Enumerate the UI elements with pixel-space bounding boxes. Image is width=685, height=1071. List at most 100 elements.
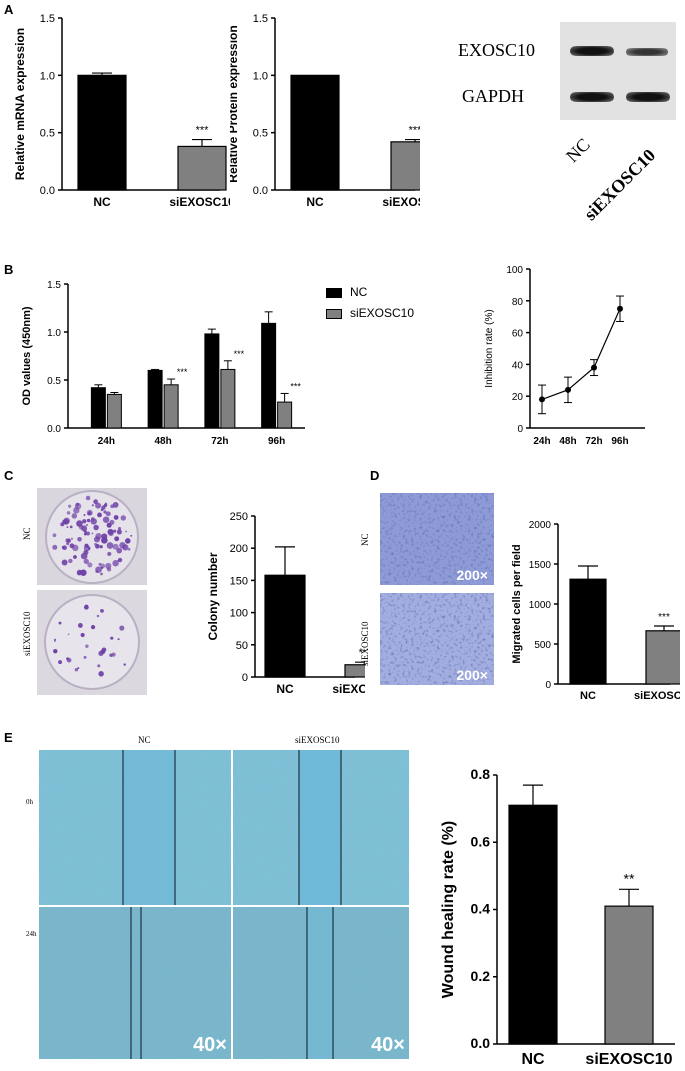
colony-spot <box>103 503 108 507</box>
colony-spot <box>52 533 57 538</box>
colony-spot <box>83 513 86 516</box>
y-tick-label: 1500 <box>529 560 552 571</box>
colony-spot <box>87 511 92 516</box>
bar-siEXOSC10 <box>390 141 420 191</box>
bar-siEXOSC10-48h <box>163 384 179 429</box>
colony-spot <box>53 649 58 654</box>
y-axis-label: Migrated cells per field <box>511 544 523 663</box>
colony-spot <box>80 552 88 560</box>
colony-spot <box>68 504 72 508</box>
colony-spot <box>93 524 99 531</box>
colony-spot <box>125 538 131 544</box>
colony-spot <box>101 537 108 544</box>
colony-spot <box>68 558 73 564</box>
colony-label-si: siEXOSC10 <box>22 611 32 656</box>
y-tick-label: 100 <box>230 608 248 620</box>
colony-spot <box>66 526 69 529</box>
colony-spot <box>123 663 126 666</box>
series-line <box>541 308 621 400</box>
significance-mark: *** <box>409 125 420 137</box>
x-tick-label: NC <box>521 1051 545 1068</box>
y-axis-label: Relative mRNA expression <box>13 28 27 180</box>
x-tick-label: NC <box>580 690 596 702</box>
colony-spot <box>61 519 67 525</box>
bar-NC-48h <box>147 369 163 429</box>
y-tick-label: 1000 <box>529 600 552 611</box>
significance-mark: *** <box>234 349 245 359</box>
y-tick-label: 1.5 <box>40 13 55 25</box>
colony-spot <box>52 544 58 550</box>
bar-siEXOSC10 <box>645 630 680 685</box>
colony-dish-nc <box>37 488 147 585</box>
y-tick-label: 100 <box>506 265 523 276</box>
y-tick-label: 0 <box>242 672 248 684</box>
colony-spot <box>119 625 125 631</box>
transwell-mag-nc: 200× <box>456 567 488 583</box>
colony-spot <box>69 525 73 529</box>
x-tick-label: 72h <box>585 436 602 447</box>
colony-spot <box>85 523 88 527</box>
y-tick-label: 0.0 <box>471 1035 491 1051</box>
colony-spot <box>74 668 79 672</box>
x-tick-label: 24h <box>98 436 115 447</box>
x-tick-label: 48h <box>559 436 576 447</box>
y-tick-label: 0.0 <box>47 424 61 435</box>
y-tick-label: 60 <box>512 329 524 340</box>
wound-image-si-24h: 40× <box>233 907 409 1059</box>
colony-spot <box>105 562 112 569</box>
chart-migrated: 0 500 1000 1500 2000 Migrated cells per field… <box>511 520 680 702</box>
colony-spot <box>82 519 87 524</box>
colony-spot <box>100 563 106 569</box>
data-point-48h <box>565 386 571 393</box>
colony-spot <box>100 572 103 576</box>
transwell-label-nc: NC <box>360 533 370 546</box>
colony-spot <box>95 502 102 509</box>
x-tick-label: siEXOSC10 <box>332 682 365 696</box>
colony-spot <box>97 514 100 517</box>
chart-inhibition: 0 20 40 60 80 100 Inhibition rate (%) 24h 48h 72h… <box>484 265 645 447</box>
legend-label-nc: NC <box>350 285 368 299</box>
colony-spot <box>87 562 93 568</box>
colony-spot <box>130 534 133 537</box>
y-axis-label: OD values (450nm) <box>21 306 33 405</box>
wound-row-label-0h: 0h <box>26 798 33 806</box>
bar-NC <box>508 804 558 1045</box>
y-tick-label: 0.4 <box>471 901 491 917</box>
colony-spot <box>107 528 114 535</box>
colony-dish-si-drawing <box>44 594 140 690</box>
colony-spot <box>66 511 71 515</box>
y-axis-label: Wound healing rate (%) <box>440 821 457 998</box>
western-lane-label-nc: NC <box>562 134 594 167</box>
colony-spot <box>91 504 94 507</box>
y-axis-label: Inhibition rate (%) <box>484 309 495 387</box>
panel-label-b: B <box>4 262 14 277</box>
colony-spot <box>85 531 90 536</box>
colony-spot <box>106 542 114 549</box>
chart-protein: 0.0 0.5 1.0 1.5 Relative Protein expression N… <box>230 13 420 209</box>
data-point-96h <box>617 305 623 312</box>
colony-spot <box>116 547 123 554</box>
chart-mrna: 0.0 0.5 1.0 1.5 Relative mRNA expression NC **… <box>13 13 230 209</box>
colony-spot <box>85 495 91 501</box>
y-tick-label: 0.0 <box>40 185 55 197</box>
panel-label-c: C <box>4 468 14 483</box>
y-tick-label: 0 <box>545 680 551 691</box>
y-tick-label: 40 <box>512 360 524 371</box>
colony-spot <box>83 558 89 565</box>
colony-spot <box>85 644 89 648</box>
colony-spot <box>125 530 127 533</box>
colony-spot <box>86 518 91 523</box>
colony-spot <box>61 559 68 566</box>
wound-mag-si: 40× <box>371 1034 405 1056</box>
transwell-image-si: 200× <box>380 593 494 685</box>
x-tick-label: 96h <box>611 436 628 447</box>
panel-label-d: D <box>370 468 380 483</box>
wound-image-nc-24h: 40× <box>39 907 231 1059</box>
x-tick-label: NC <box>306 195 324 209</box>
x-tick-label: NC <box>276 682 294 696</box>
x-tick-label: siEXOSC10 <box>382 195 420 209</box>
colony-spot <box>91 532 94 535</box>
colony-spot <box>62 545 67 551</box>
band-gapdh-si <box>626 92 670 102</box>
colony-spot <box>77 623 83 628</box>
